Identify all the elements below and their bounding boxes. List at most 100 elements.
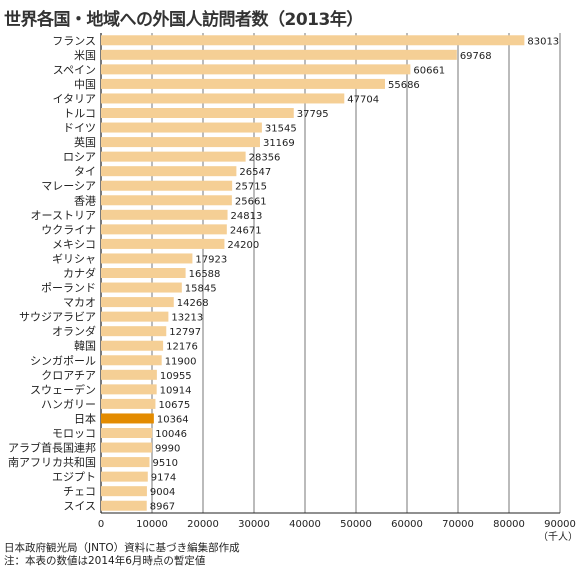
category-label: 南アフリカ共和国	[8, 456, 96, 469]
footnote: 注：本表の数値は2014年6月時点の暫定値	[4, 555, 206, 567]
value-label: 10675	[158, 400, 190, 411]
bar	[101, 137, 260, 148]
tick-label: 50000	[340, 519, 372, 530]
bar	[101, 384, 157, 395]
category-label: イタリア	[52, 92, 96, 105]
category-label: オランダ	[52, 324, 96, 338]
tick-label: 10000	[136, 519, 168, 530]
tick-label: 60000	[391, 519, 423, 530]
value-label: 9174	[151, 473, 176, 484]
value-label: 12797	[169, 327, 201, 338]
category-label: 韓国	[74, 340, 96, 353]
value-label: 10364	[157, 414, 189, 425]
value-label: 8967	[150, 502, 175, 513]
bar	[101, 64, 411, 75]
value-label: 9004	[150, 487, 175, 498]
bar	[101, 35, 525, 46]
chart-title: 世界各国・地域への外国人訪問者数（2013年）	[4, 10, 363, 30]
value-label: 17923	[195, 254, 227, 265]
tick-label: 70000	[442, 519, 474, 530]
bar	[101, 224, 227, 235]
category-label: オーストリア	[31, 209, 96, 222]
category-label: トルコ	[63, 107, 96, 120]
bar	[101, 500, 147, 511]
tick-label: 80000	[493, 519, 525, 530]
category-label: ドイツ	[63, 122, 96, 135]
bar	[101, 180, 233, 191]
bars	[101, 35, 525, 511]
value-label: 14268	[177, 298, 209, 309]
bar	[101, 457, 150, 468]
bar	[101, 268, 186, 278]
bar	[101, 238, 225, 249]
category-label: スイス	[63, 500, 96, 513]
bar	[101, 311, 169, 322]
value-label: 69768	[460, 51, 492, 62]
value-label: 25715	[235, 182, 267, 193]
bar	[101, 471, 148, 482]
bar	[101, 428, 153, 438]
category-label: アラブ首長国連邦	[8, 441, 96, 455]
value-label: 10046	[155, 429, 187, 440]
value-label: 60661	[413, 65, 445, 76]
bar	[101, 122, 262, 133]
category-label: スウェーデン	[30, 382, 96, 396]
value-label: 9990	[155, 444, 180, 455]
bar	[101, 166, 237, 177]
value-label: 10914	[160, 385, 192, 396]
value-label: 16588	[189, 269, 221, 280]
bar	[101, 442, 152, 453]
category-label: ロシア	[63, 151, 96, 164]
category-label: チェコ	[63, 485, 96, 498]
value-label: 28356	[249, 153, 281, 164]
bar	[101, 340, 164, 351]
value-label: 26547	[239, 167, 271, 178]
category-label: クロアチア	[41, 369, 96, 382]
value-label: 24200	[227, 240, 259, 251]
category-label: ポーランド	[41, 282, 96, 295]
bar	[101, 93, 345, 104]
value-label: 25661	[235, 196, 267, 207]
value-label: 12176	[166, 342, 198, 353]
bar	[101, 398, 156, 409]
category-label: 日本	[74, 411, 96, 425]
value-label: 37795	[297, 109, 329, 120]
category-label: サウジアラビア	[19, 311, 96, 324]
category-label: カナダ	[63, 266, 96, 280]
source-note: 日本政府観光局（JNTO）資料に基づき編集部作成	[4, 542, 240, 554]
bar	[101, 282, 182, 293]
unit-label: （千人）	[538, 531, 578, 543]
category-label: 香港	[74, 194, 96, 207]
tick-label: 40000	[289, 519, 321, 530]
value-label: 9510	[153, 458, 178, 469]
category-label: 米国	[74, 49, 96, 62]
category-label: 中国	[74, 78, 96, 91]
value-label: 15845	[185, 284, 217, 295]
value-label: 47704	[347, 94, 379, 105]
tick-label: 0	[98, 519, 104, 530]
bar	[101, 209, 228, 220]
category-labels: フランス米国スペイン中国イタリアトルコドイツ英国ロシアタイマレーシア香港オースト…	[8, 34, 96, 512]
category-label: タイ	[74, 165, 96, 178]
category-label: ウクライナ	[41, 223, 96, 236]
value-label: 10955	[160, 371, 192, 382]
bar	[101, 49, 457, 60]
category-label: シンガポール	[30, 354, 96, 367]
bar	[101, 369, 157, 380]
category-label: フランス	[52, 34, 96, 47]
value-label: 11900	[165, 356, 197, 367]
bar	[101, 78, 385, 89]
category-label: マレーシア	[41, 180, 96, 193]
value-label: 31169	[263, 138, 295, 149]
tick-label: 30000	[238, 519, 270, 530]
category-label: エジプト	[52, 471, 96, 484]
category-label: スペイン	[53, 63, 96, 76]
value-label: 13213	[171, 313, 203, 324]
category-label: 英国	[74, 135, 96, 149]
category-label: モロッコ	[52, 427, 96, 440]
category-label: マカオ	[63, 296, 96, 309]
category-label: ハンガリー	[41, 398, 96, 411]
bar	[101, 486, 147, 497]
